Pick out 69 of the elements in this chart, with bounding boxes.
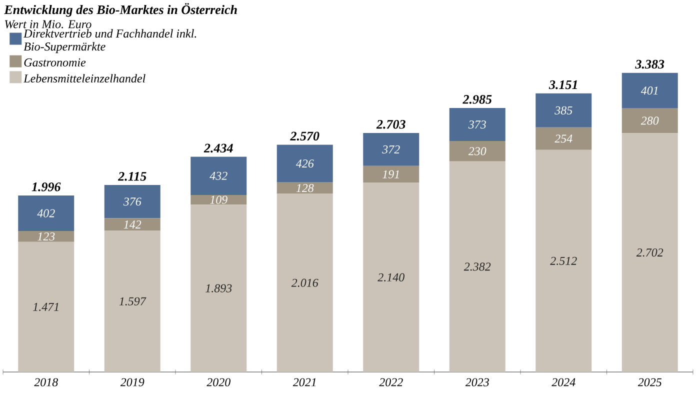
data-label: 432 <box>210 172 228 180</box>
bar <box>190 204 247 372</box>
bar <box>536 150 592 372</box>
bar <box>190 156 247 195</box>
bar <box>276 144 333 182</box>
data-label: 1.893 <box>206 284 232 292</box>
data-label: 376 <box>123 198 142 206</box>
data-label: 402 <box>37 209 55 218</box>
x-tick-label: 2018 <box>34 378 58 386</box>
data-label: 280 <box>640 116 659 125</box>
bar <box>104 230 160 372</box>
data-label: 142 <box>124 220 142 228</box>
bar <box>104 184 160 218</box>
data-label: 2.140 <box>378 273 404 282</box>
bar <box>449 141 506 162</box>
total-label: 2.434 <box>204 144 233 153</box>
data-label: 1.597 <box>119 297 146 306</box>
bar <box>190 194 247 205</box>
legend-label: Gastronomie <box>24 58 86 66</box>
bar <box>18 196 74 232</box>
data-label: 2.016 <box>291 278 318 287</box>
chart-title: Entwicklung des Bio-Marktes in Österreich <box>4 3 237 17</box>
data-label: 373 <box>468 120 486 129</box>
x-tick-label: 2025 <box>638 378 662 386</box>
x-tick-label: 2019 <box>120 378 144 386</box>
bar <box>18 231 74 242</box>
total-label: 2.703 <box>376 120 406 129</box>
data-label: 2.702 <box>636 248 664 257</box>
total-label: 1.996 <box>32 182 61 192</box>
bar <box>622 72 678 108</box>
x-tick-label: 2020 <box>206 378 230 386</box>
bar <box>536 127 592 150</box>
bar <box>363 132 420 166</box>
bar <box>363 182 420 372</box>
data-label: 372 <box>382 145 400 154</box>
total-label: 2.985 <box>462 95 492 104</box>
data-label: 426 <box>296 160 314 168</box>
bar <box>104 218 160 231</box>
bar <box>622 133 678 372</box>
x-tick-label: 2023 <box>465 378 489 386</box>
data-label: 385 <box>554 106 572 114</box>
data-label: 2.512 <box>550 256 577 265</box>
data-label: 2.382 <box>464 262 491 271</box>
data-label: 1.471 <box>33 302 58 312</box>
bar <box>363 166 420 183</box>
bar <box>276 182 333 194</box>
data-label: 401 <box>640 86 658 95</box>
total-label: 3.151 <box>548 80 577 90</box>
data-label: 109 <box>210 196 228 204</box>
bar <box>18 242 74 372</box>
bar <box>449 108 506 142</box>
data-label: 128 <box>296 184 314 192</box>
chart-subtitle: Wert in Mio. Euro <box>4 20 92 28</box>
bar <box>449 161 506 372</box>
legend-label: Lebensmitteleinzelhandel <box>23 74 146 83</box>
x-tick-label: 2021 <box>292 378 316 386</box>
data-label: 191 <box>382 170 399 178</box>
total-label: 3.383 <box>635 60 664 69</box>
data-label: 254 <box>554 134 572 143</box>
bar <box>276 194 333 372</box>
total-label: 2.115 <box>118 172 146 181</box>
bar <box>536 93 592 128</box>
data-label: 230 <box>468 147 486 156</box>
data-label: 123 <box>38 232 55 241</box>
bar <box>622 108 678 134</box>
x-tick-label: 2022 <box>379 378 403 386</box>
x-tick-label: 2024 <box>552 378 576 386</box>
legend-label: Direktvertrieb und Fachhandel inkl. Bio-Supermärkte <box>23 29 196 54</box>
total-label: 2.570 <box>290 132 320 141</box>
